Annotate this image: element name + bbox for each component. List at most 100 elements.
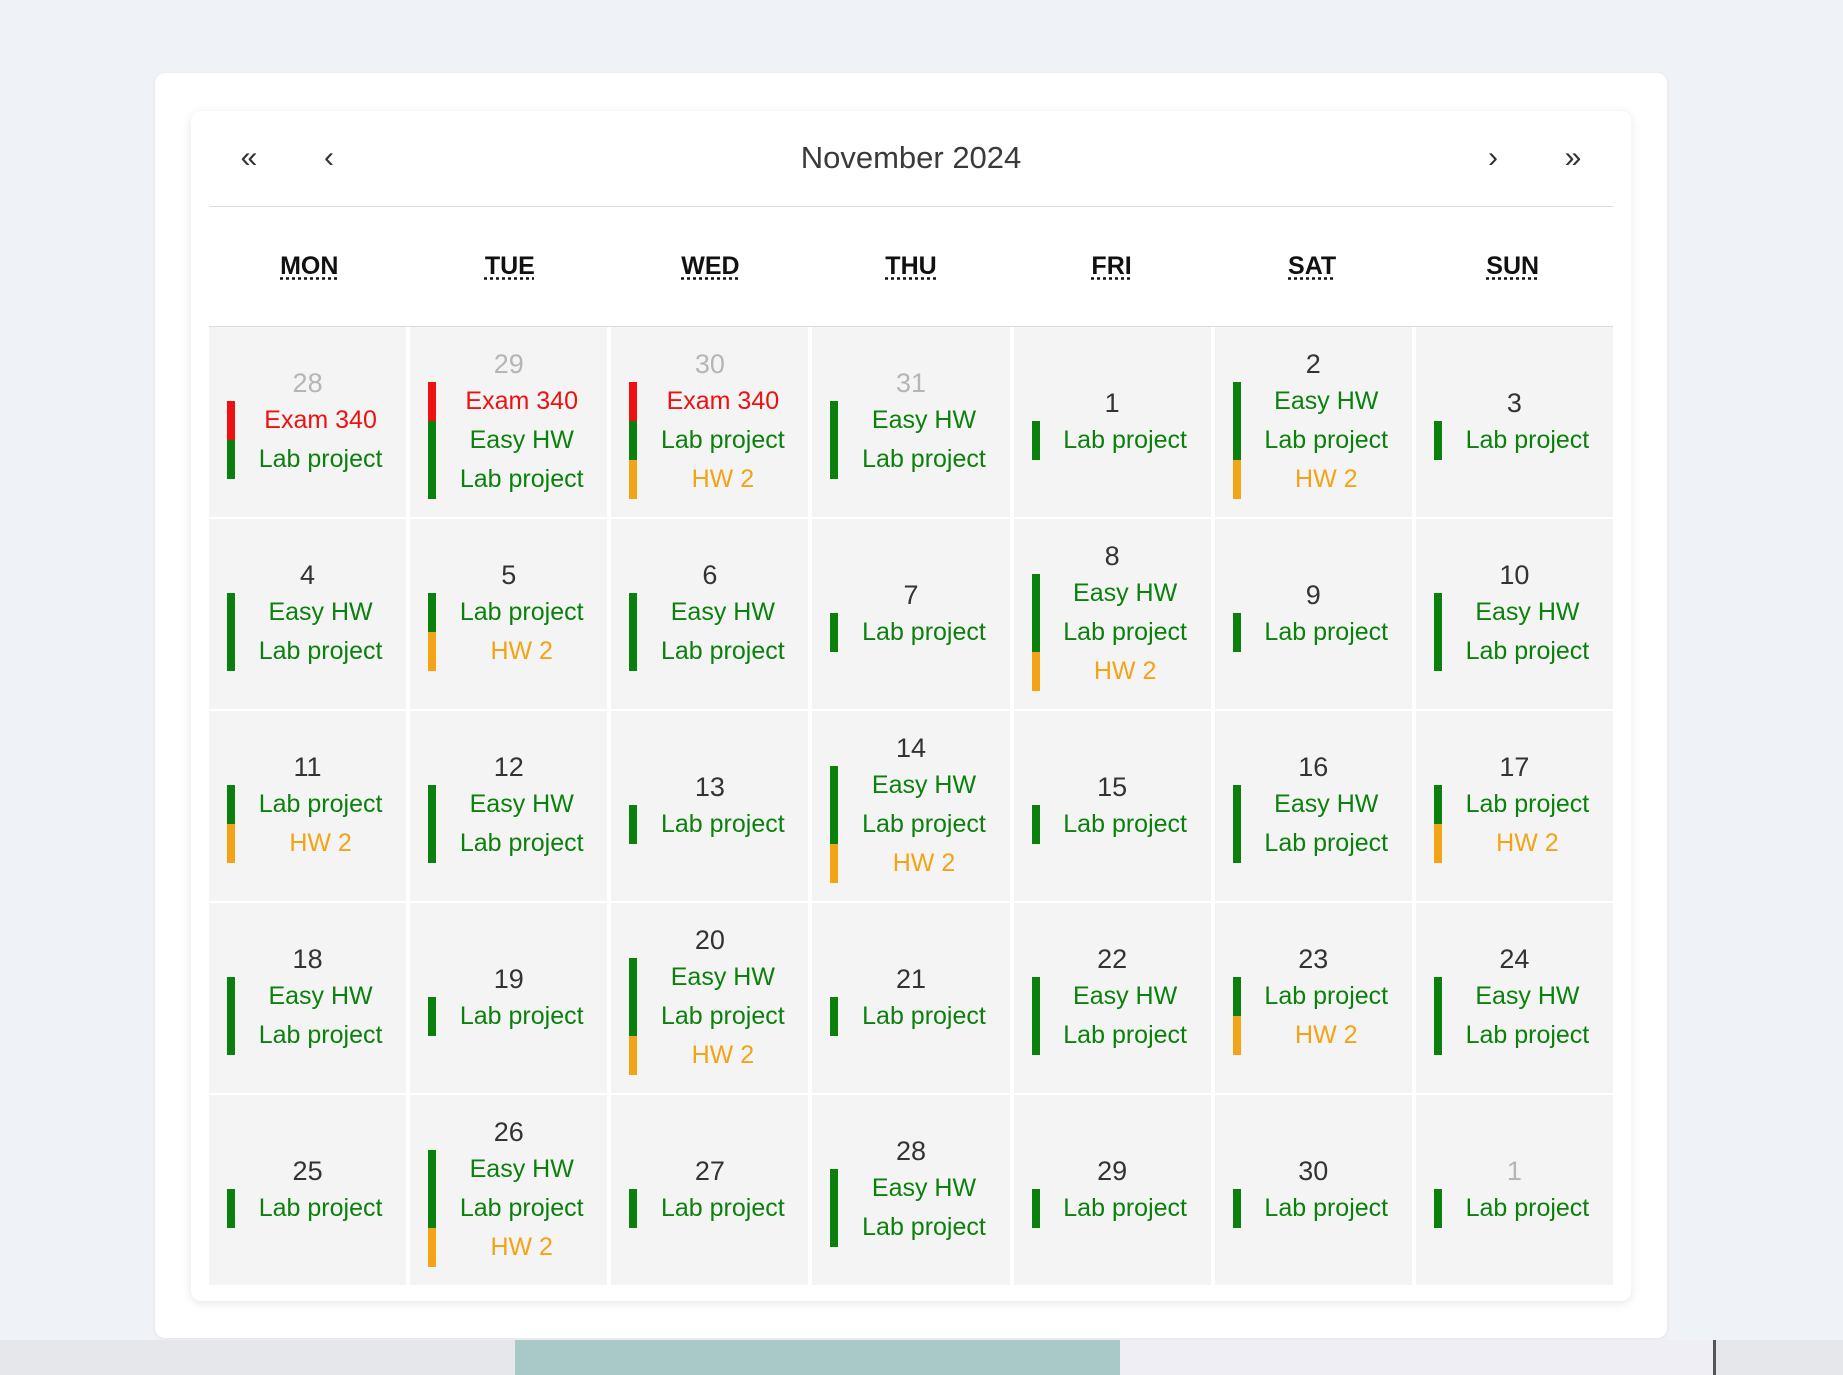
calendar-event[interactable]: HW 2	[1232, 1016, 1406, 1055]
calendar-event[interactable]: Lab project	[428, 996, 601, 1036]
day-tile[interactable]: 11 Lab project HW 2	[209, 711, 407, 901]
prev-year-button[interactable]: «	[240, 141, 258, 174]
prev-month-button[interactable]: ‹	[324, 141, 334, 174]
day-tile[interactable]: 21 Lab project	[812, 903, 1010, 1093]
day-tile[interactable]: 20 Easy HW Lab project HW 2	[611, 903, 809, 1093]
day-tile[interactable]: 30 Exam 340 Lab project HW 2	[611, 327, 809, 517]
calendar-event[interactable]: Lab project	[1433, 632, 1607, 671]
day-tile[interactable]: 10 Easy HW Lab project	[1415, 519, 1613, 709]
day-tile[interactable]: 28 Exam 340 Lab project	[209, 327, 407, 517]
calendar-event[interactable]: Easy HW	[227, 593, 400, 632]
calendar-event[interactable]: HW 2	[629, 1035, 802, 1075]
calendar-event[interactable]: Lab project	[830, 804, 1003, 844]
calendar-event[interactable]: Lab project	[629, 420, 802, 460]
calendar-event[interactable]: Easy HW	[1433, 593, 1607, 632]
calendar-event[interactable]: Lab project	[1433, 1016, 1607, 1055]
calendar-event[interactable]: Lab project	[1031, 1188, 1205, 1228]
month-year-label[interactable]: November 2024	[800, 140, 1022, 175]
calendar-event[interactable]: Exam 340	[428, 381, 601, 421]
day-tile[interactable]: 29 Exam 340 Easy HW Lab project	[410, 327, 608, 517]
day-tile[interactable]: 27 Lab project	[611, 1095, 809, 1285]
calendar-event[interactable]: Easy HW	[428, 1149, 601, 1189]
calendar-event[interactable]: Easy HW	[629, 957, 802, 997]
calendar-event[interactable]: HW 2	[830, 843, 1003, 883]
calendar-event[interactable]: Lab project	[1232, 612, 1406, 652]
day-tile[interactable]: 31 Easy HW Lab project	[812, 327, 1010, 517]
day-tile[interactable]: 5 Lab project HW 2	[410, 519, 608, 709]
calendar-event[interactable]: HW 2	[227, 824, 400, 863]
calendar-event[interactable]: Easy HW	[830, 765, 1003, 805]
calendar-event[interactable]: Lab project	[227, 440, 400, 479]
next-year-button[interactable]: »	[1564, 141, 1582, 174]
day-tile[interactable]: 18 Easy HW Lab project	[209, 903, 407, 1093]
day-tile[interactable]: 9 Lab project	[1214, 519, 1412, 709]
calendar-event[interactable]: Lab project	[629, 632, 802, 671]
day-tile[interactable]: 28 Easy HW Lab project	[812, 1095, 1010, 1285]
day-tile[interactable]: 30 Lab project	[1214, 1095, 1412, 1285]
calendar-event[interactable]: Lab project	[227, 785, 400, 824]
calendar-event[interactable]: Lab project	[629, 804, 802, 844]
day-tile[interactable]: 22 Easy HW Lab project	[1013, 903, 1211, 1093]
calendar-event[interactable]: Easy HW	[1232, 785, 1406, 824]
day-tile[interactable]: 12 Easy HW Lab project	[410, 711, 608, 901]
day-tile[interactable]: 15 Lab project	[1013, 711, 1211, 901]
calendar-event[interactable]: Lab project	[1031, 612, 1205, 652]
calendar-event[interactable]: Exam 340	[629, 381, 802, 421]
day-tile[interactable]: 6 Easy HW Lab project	[611, 519, 809, 709]
calendar-event[interactable]: Lab project	[227, 632, 400, 671]
calendar-event[interactable]: Lab project	[629, 1188, 802, 1228]
calendar-event[interactable]: Easy HW	[227, 977, 400, 1016]
day-tile[interactable]: 3 Lab project	[1415, 327, 1613, 517]
calendar-event[interactable]: Easy HW	[629, 593, 802, 632]
day-tile[interactable]: 16 Easy HW Lab project	[1214, 711, 1412, 901]
calendar-event[interactable]: HW 2	[629, 459, 802, 499]
day-tile[interactable]: 13 Lab project	[611, 711, 809, 901]
calendar-event[interactable]: Lab project	[1031, 1016, 1205, 1055]
day-tile[interactable]: 25 Lab project	[209, 1095, 407, 1285]
day-tile[interactable]: 17 Lab project HW 2	[1415, 711, 1613, 901]
day-tile[interactable]: 24 Easy HW Lab project	[1415, 903, 1613, 1093]
calendar-event[interactable]: Lab project	[830, 440, 1003, 479]
day-tile[interactable]: 8 Easy HW Lab project HW 2	[1013, 519, 1211, 709]
calendar-event[interactable]: Easy HW	[1031, 573, 1205, 613]
calendar-event[interactable]: Easy HW	[830, 401, 1003, 440]
calendar-event[interactable]: Lab project	[1031, 420, 1205, 460]
calendar-event[interactable]: HW 2	[428, 1227, 601, 1267]
calendar-event[interactable]: Lab project	[1232, 1188, 1406, 1228]
next-month-button[interactable]: ›	[1488, 141, 1498, 174]
day-tile[interactable]: 19 Lab project	[410, 903, 608, 1093]
calendar-event[interactable]: Easy HW	[1031, 977, 1205, 1016]
calendar-event[interactable]: HW 2	[1232, 459, 1406, 499]
calendar-event[interactable]: Lab project	[830, 1208, 1003, 1247]
calendar-event[interactable]: HW 2	[1031, 651, 1205, 691]
calendar-event[interactable]: Lab project	[830, 996, 1003, 1036]
day-tile[interactable]: 14 Easy HW Lab project HW 2	[812, 711, 1010, 901]
calendar-event[interactable]: Easy HW	[1232, 381, 1406, 421]
day-tile[interactable]: 26 Easy HW Lab project HW 2	[410, 1095, 608, 1285]
calendar-event[interactable]: Lab project	[1232, 977, 1406, 1016]
calendar-event[interactable]: Easy HW	[1433, 977, 1607, 1016]
calendar-event[interactable]: HW 2	[1433, 824, 1607, 863]
day-tile[interactable]: 29 Lab project	[1013, 1095, 1211, 1285]
calendar-event[interactable]: Lab project	[629, 996, 802, 1036]
calendar-event[interactable]: Lab project	[428, 824, 601, 863]
calendar-event[interactable]: Lab project	[1031, 804, 1205, 844]
calendar-event[interactable]: Lab project	[227, 1016, 400, 1055]
calendar-event[interactable]: Lab project	[428, 1188, 601, 1228]
calendar-event[interactable]: Lab project	[428, 593, 601, 632]
day-tile[interactable]: 1 Lab project	[1013, 327, 1211, 517]
calendar-event[interactable]: Lab project	[1232, 420, 1406, 460]
calendar-event[interactable]: Easy HW	[428, 785, 601, 824]
calendar-event[interactable]: Easy HW	[830, 1169, 1003, 1208]
calendar-event[interactable]: Lab project	[830, 612, 1003, 652]
day-tile[interactable]: 23 Lab project HW 2	[1214, 903, 1412, 1093]
calendar-event[interactable]: Lab project	[1433, 785, 1607, 824]
calendar-event[interactable]: Lab project	[428, 459, 601, 499]
calendar-event[interactable]: Easy HW	[428, 420, 601, 460]
calendar-event[interactable]: Exam 340	[227, 401, 400, 440]
day-tile[interactable]: 2 Easy HW Lab project HW 2	[1214, 327, 1412, 517]
day-tile[interactable]: 4 Easy HW Lab project	[209, 519, 407, 709]
day-tile[interactable]: 7 Lab project	[812, 519, 1010, 709]
calendar-event[interactable]: Lab project	[1433, 1188, 1607, 1228]
day-tile[interactable]: 1 Lab project	[1415, 1095, 1613, 1285]
